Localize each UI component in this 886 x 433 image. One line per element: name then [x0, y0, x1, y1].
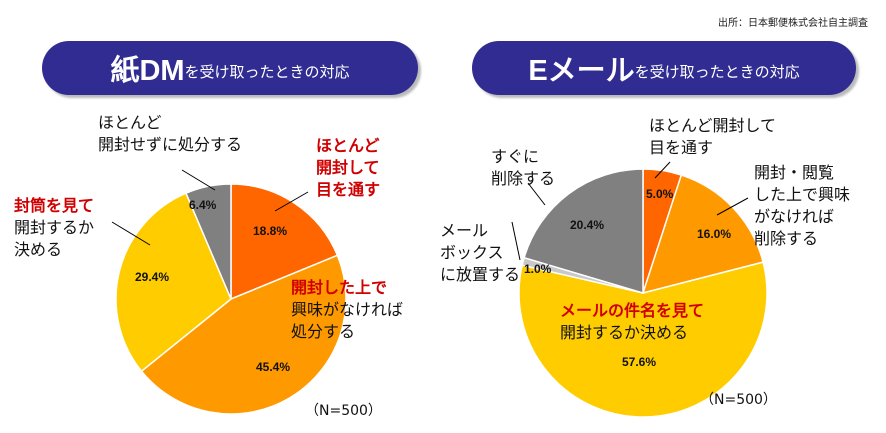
- n-label-dm: （N=500）: [305, 403, 382, 419]
- label-email-read: ほとんど開封して 目を通す: [649, 116, 777, 157]
- label-email-delete: すぐに 削除する: [491, 147, 556, 188]
- label-email-subject: メールの件名を見て 開封するか決める: [560, 301, 705, 342]
- pct-dm-2: 29.4%: [135, 270, 170, 284]
- label-email-leave: メール ボックス に放置する: [440, 221, 521, 284]
- leader-line: [111, 221, 151, 246]
- pie-slice-0-2: [115, 192, 232, 373]
- title-big: 紙DM: [110, 55, 185, 87]
- pie-slice-0-1: [140, 254, 347, 415]
- pie-slice-1-4: [523, 168, 644, 295]
- source-note: 出所：日本郵便株式会社自主調査: [718, 18, 868, 29]
- label-dm-read: ほとんど 開封して 目を通す: [316, 136, 381, 199]
- pct-dm-3: 6.4%: [189, 198, 217, 212]
- pct-dm-1: 45.4%: [256, 360, 291, 374]
- leader-line: [181, 169, 216, 191]
- leader-line: [274, 191, 309, 212]
- pie-slice-0-0: [230, 183, 339, 301]
- title-banner-email: Eメール を受け取ったときの対応: [472, 41, 856, 95]
- title-small: を受け取ったときの対応: [634, 62, 800, 81]
- leader-line: [716, 197, 749, 216]
- pie-slice-1-2: [518, 261, 768, 418]
- label-dm-open-discard: 開封した上で 興味がなければ 処分する: [291, 278, 404, 341]
- label-email-open-delete: 開封・閲覧 した上で興味 がなければ 削除する: [754, 163, 851, 248]
- leader-line: [511, 221, 521, 261]
- leader-line: [654, 161, 671, 179]
- pct-email-2: 57.6%: [622, 355, 657, 369]
- pct-email-4: 20.4%: [570, 218, 605, 232]
- pct-email-0: 5.0%: [646, 187, 674, 201]
- title-big: Eメール: [528, 55, 635, 87]
- pct-email-1: 16.0%: [697, 227, 732, 241]
- title-small: を受け取ったときの対応: [184, 62, 350, 81]
- pct-dm-0: 18.8%: [253, 224, 288, 238]
- title-banner-dm: 紙DM を受け取ったときの対応: [42, 41, 418, 95]
- pct-email-3: 1.0%: [524, 262, 552, 276]
- pie-slice-1-1: [641, 174, 765, 295]
- label-dm-envelope: 封筒を見て 開封するか 決める: [14, 196, 95, 259]
- n-label-email: （N=500）: [700, 392, 777, 408]
- leader-line: [527, 182, 546, 206]
- label-dm-discard: ほとんど 開封せずに処分する: [98, 113, 243, 154]
